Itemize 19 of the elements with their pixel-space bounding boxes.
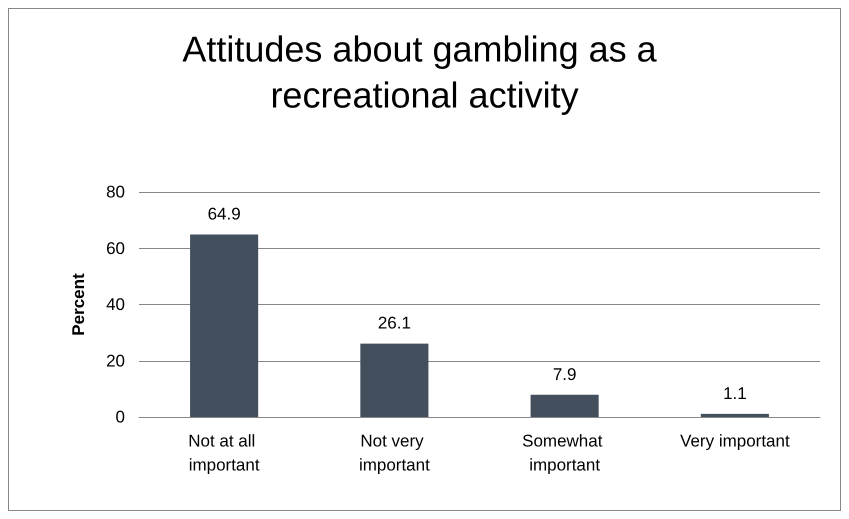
bar xyxy=(190,234,258,417)
data-label: 64.9 xyxy=(208,204,241,224)
y-tick-label: 80 xyxy=(106,182,125,202)
x-tick-label: Somewhat important xyxy=(522,432,608,474)
x-tick-label: Not at all important xyxy=(188,432,260,474)
x-tick-label: Not very important xyxy=(358,432,430,474)
bar xyxy=(530,394,599,417)
y-tick-label: 20 xyxy=(106,351,125,370)
x-tick-label: Very important xyxy=(680,432,790,450)
bar xyxy=(360,344,428,417)
bar xyxy=(700,414,769,417)
data-label: 1.1 xyxy=(723,384,747,403)
chart-title: Attitudes about gambling as a recreational activity xyxy=(182,28,667,116)
y-tick-label: 0 xyxy=(116,408,125,426)
y-axis-title: Percent xyxy=(69,272,88,336)
y-tick-label: 40 xyxy=(106,295,125,314)
data-label: 26.1 xyxy=(378,314,411,333)
y-tick-label: 60 xyxy=(106,238,125,258)
data-label: 7.9 xyxy=(552,364,576,384)
